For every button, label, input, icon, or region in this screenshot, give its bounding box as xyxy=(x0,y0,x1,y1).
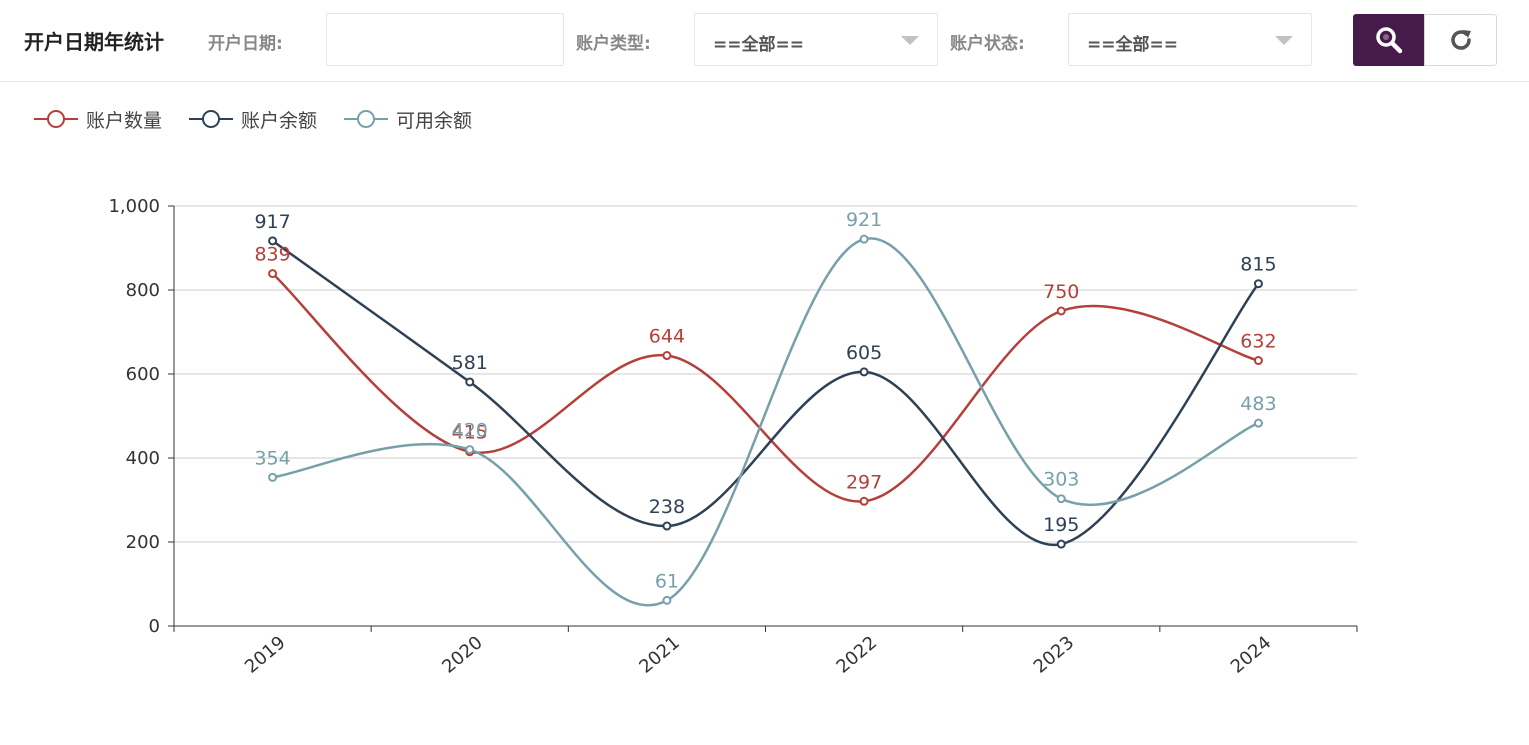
account-type-select[interactable]: ==全部== xyxy=(694,13,938,66)
legend-label: 账户数量 xyxy=(86,109,163,132)
data-point xyxy=(1253,418,1263,428)
x-tick-label: 2024 xyxy=(1227,632,1276,678)
y-tick-label: 200 xyxy=(126,532,160,553)
x-tick-label: 2023 xyxy=(1030,632,1079,678)
account-status-label: 账户状态: xyxy=(950,34,1025,54)
data-point xyxy=(268,236,278,246)
y-tick-label: 800 xyxy=(126,280,160,301)
legend-item-available-balance[interactable]: 可用余额 xyxy=(344,104,472,134)
legend-label: 可用余额 xyxy=(396,109,473,132)
data-point xyxy=(859,367,869,377)
refresh-icon xyxy=(1450,30,1471,50)
series-line xyxy=(271,239,1260,547)
data-point xyxy=(1253,356,1263,366)
account-type-value: ==全部== xyxy=(713,35,804,55)
data-label: 354 xyxy=(254,447,290,469)
data-label: 581 xyxy=(452,352,488,374)
data-point xyxy=(662,595,672,605)
data-point xyxy=(1056,306,1066,316)
series-line xyxy=(271,272,1259,503)
legend-label: 账户余额 xyxy=(241,109,318,132)
data-point xyxy=(662,521,672,531)
search-icon xyxy=(1375,27,1402,54)
x-tick-label: 2021 xyxy=(635,632,684,678)
data-label: 420 xyxy=(452,420,488,442)
data-label: 238 xyxy=(649,496,685,518)
chevron-down-icon xyxy=(1275,36,1293,45)
data-label: 415 xyxy=(452,422,488,444)
date-label: 开户日期: xyxy=(208,34,283,54)
data-label: 815 xyxy=(1240,254,1276,276)
legend-item-account-balance[interactable]: 账户余额 xyxy=(189,104,317,134)
account-type-label: 账户类型: xyxy=(576,34,651,54)
account-status-value: ==全部== xyxy=(1087,35,1178,55)
x-tick-label: 2020 xyxy=(438,632,487,678)
legend-item-account-count[interactable]: 账户数量 xyxy=(34,104,162,134)
data-label: 61 xyxy=(655,570,679,592)
chevron-down-icon xyxy=(901,36,919,45)
account-status-select[interactable]: ==全部== xyxy=(1068,13,1312,66)
data-label: 839 xyxy=(254,244,290,266)
data-point xyxy=(662,351,672,361)
data-label: 605 xyxy=(846,342,882,364)
legend-marker xyxy=(344,110,388,128)
data-point xyxy=(859,496,869,506)
data-point xyxy=(1253,279,1263,289)
data-label: 483 xyxy=(1240,393,1276,415)
legend-marker xyxy=(34,110,78,128)
data-label: 632 xyxy=(1240,331,1276,353)
y-tick-label: 0 xyxy=(149,616,160,637)
data-point xyxy=(465,377,475,387)
y-tick-label: 1,000 xyxy=(108,196,160,217)
y-tick-label: 600 xyxy=(126,364,160,385)
series-line xyxy=(272,237,1259,607)
filter-toolbar: 开户日期年统计 开户日期: 账户类型: ==全部== 账户状态: ==全部== xyxy=(0,0,1529,82)
data-point xyxy=(465,445,475,455)
legend-marker xyxy=(189,110,233,128)
data-label: 297 xyxy=(846,471,882,493)
data-label: 750 xyxy=(1043,281,1079,303)
line-chart: 0 200 400 600 800 1,000 2019 2020 2021 2022 2023 20… xyxy=(108,196,1358,678)
data-label: 644 xyxy=(649,326,685,348)
data-point xyxy=(268,269,278,279)
x-tick-label: 2019 xyxy=(241,632,290,678)
page-title: 开户日期年统计 xyxy=(24,30,164,54)
search-button[interactable] xyxy=(1353,14,1424,66)
data-point xyxy=(1056,539,1066,549)
data-label: 921 xyxy=(846,209,882,231)
y-tick-label: 400 xyxy=(126,448,160,469)
data-label: 917 xyxy=(254,211,290,233)
date-input[interactable] xyxy=(326,13,564,66)
data-point xyxy=(859,234,869,244)
refresh-button[interactable] xyxy=(1424,14,1497,66)
data-label: 195 xyxy=(1043,514,1079,536)
data-point xyxy=(268,472,278,482)
data-label: 303 xyxy=(1043,469,1079,491)
x-tick-label: 2022 xyxy=(832,632,881,678)
data-point xyxy=(1056,494,1066,504)
